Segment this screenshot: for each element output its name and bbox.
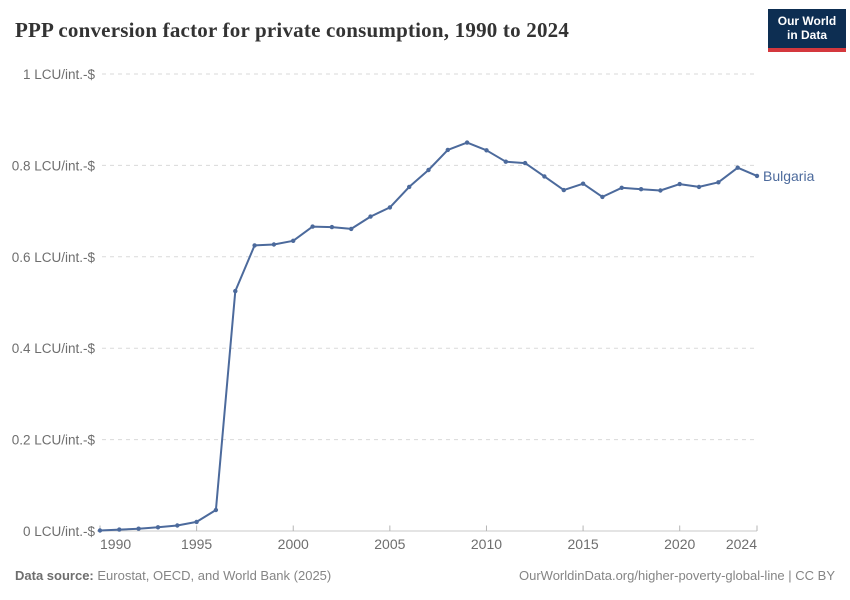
x-tick-label: 1995 (181, 536, 212, 552)
y-tick-label: 0 LCU/int.-$ (23, 524, 96, 539)
data-point[interactable] (310, 224, 315, 229)
data-point[interactable] (97, 528, 103, 533)
page-title: PPP conversion factor for private consum… (15, 18, 570, 42)
data-point[interactable] (658, 188, 663, 193)
data-point[interactable] (542, 174, 547, 179)
chart-line[interactable] (99, 141, 758, 532)
x-tick-label: 2000 (278, 536, 309, 552)
data-point[interactable] (464, 140, 470, 145)
owid-logo-line2: in Data (786, 28, 827, 42)
data-point[interactable] (716, 180, 721, 185)
data-point[interactable] (368, 214, 373, 219)
data-point[interactable] (735, 165, 740, 170)
data-point[interactable] (155, 525, 161, 530)
data-point[interactable] (349, 226, 354, 232)
data-source-text: Eurostat, OECD, and World Bank (2025) (93, 568, 332, 583)
data-source-label: Data source: (15, 568, 94, 583)
data-point[interactable] (194, 519, 199, 525)
owid-logo-line1: Our World (777, 14, 837, 28)
data-point[interactable] (329, 224, 335, 230)
data-point[interactable] (445, 147, 450, 153)
y-tick-label: 0.2 LCU/int.-$ (12, 433, 96, 448)
data-point[interactable] (291, 238, 296, 243)
data-point[interactable] (600, 194, 605, 200)
line-chart-plot: 0 LCU/int.-$ 0.2 LCU/int.-$ 0.4 LCU/int.-$… (12, 67, 815, 552)
data-point[interactable] (619, 185, 624, 190)
x-tick-label: 2010 (471, 536, 502, 552)
data-point[interactable] (407, 184, 412, 190)
data-point[interactable] (580, 181, 586, 186)
data-point[interactable] (117, 527, 122, 532)
y-tick-label: 0.8 LCU/int.-$ (12, 158, 96, 173)
data-point[interactable] (136, 526, 141, 531)
data-point[interactable] (696, 184, 702, 190)
data-point[interactable] (561, 187, 566, 193)
x-tick-label: 2005 (374, 536, 405, 552)
data-point[interactable] (677, 181, 682, 187)
series-end-label[interactable]: Bulgaria (763, 168, 815, 184)
data-point[interactable] (522, 160, 528, 166)
x-tick-label: 2024 (726, 536, 757, 552)
y-tick-label: 1 LCU/int.-$ (23, 67, 96, 82)
footer-link[interactable]: OurWorldinData.org/higher-poverty-global… (519, 568, 835, 583)
x-tick-label: 2015 (568, 536, 599, 552)
data-point[interactable] (638, 187, 644, 192)
data-point[interactable] (754, 173, 760, 179)
data-point[interactable] (175, 523, 180, 528)
data-point[interactable] (426, 167, 431, 173)
data-source-note: Data source: Eurostat, OECD, and World B… (15, 568, 331, 583)
data-point[interactable] (484, 148, 489, 153)
y-tick-label: 0.4 LCU/int.-$ (12, 341, 96, 356)
data-point[interactable] (271, 242, 277, 247)
data-point[interactable] (387, 205, 393, 210)
owid-logo[interactable]: Our World in Data (768, 9, 846, 52)
chart-footer: Data source: Eurostat, OECD, and World B… (15, 568, 835, 583)
data-point[interactable] (503, 159, 508, 164)
x-tick-label: 2020 (664, 536, 695, 552)
data-point[interactable] (252, 243, 257, 248)
y-tick-label: 0.6 LCU/int.-$ (12, 250, 96, 265)
x-tick-label: 1990 (100, 536, 131, 552)
data-point[interactable] (233, 288, 238, 294)
data-point[interactable] (213, 507, 219, 513)
